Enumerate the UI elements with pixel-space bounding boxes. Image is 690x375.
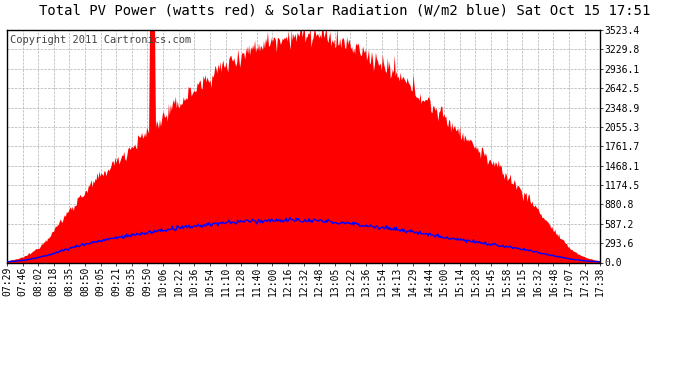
- Text: Copyright 2011 Cartronics.com: Copyright 2011 Cartronics.com: [10, 34, 191, 45]
- Text: Total PV Power (watts red) & Solar Radiation (W/m2 blue) Sat Oct 15 17:51: Total PV Power (watts red) & Solar Radia…: [39, 4, 651, 18]
